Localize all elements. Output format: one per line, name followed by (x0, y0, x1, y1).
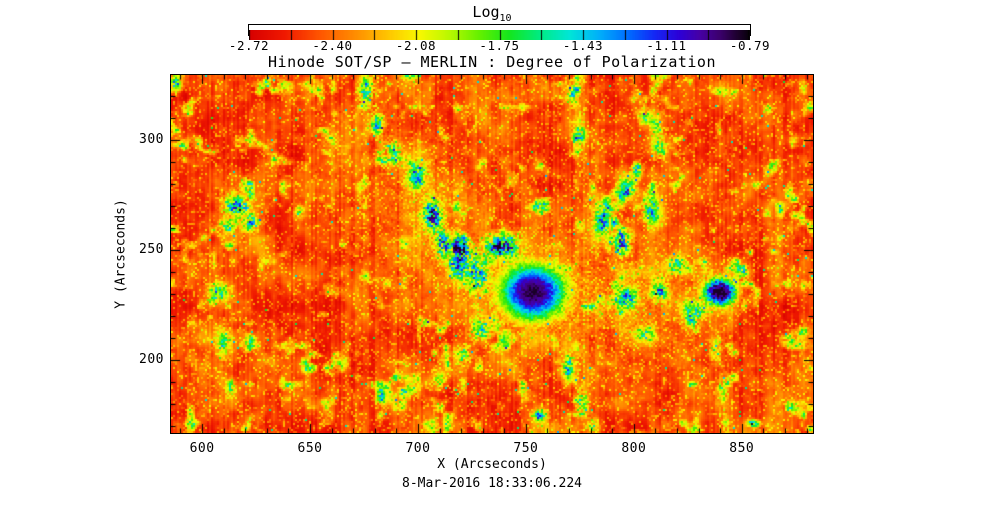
plot-area (170, 74, 814, 434)
x-tick-label: 700 (405, 441, 431, 456)
x-tick-label: 600 (189, 441, 215, 456)
x-tick-label: 650 (297, 441, 323, 456)
colorbar-tick-label: -0.79 (729, 38, 771, 53)
colorbar-title-text: Log (472, 3, 500, 21)
colorbar-tick-label: -1.75 (479, 38, 520, 53)
colorbar-tick-label: -2.08 (395, 38, 437, 53)
colorbar (248, 24, 751, 40)
x-tick-label: 800 (621, 441, 647, 456)
colorbar-tick-label: -1.43 (562, 38, 604, 53)
colorbar-gradient (249, 30, 750, 40)
colorbar-tick-labels: -2.72 -2.40 -2.08 -1.75 -1.43 -1.11 -0.79 (229, 38, 770, 53)
x-axis-label: X (Arcseconds) (437, 457, 547, 472)
colorbar-tick-label: -1.11 (646, 38, 687, 53)
y-tick-label: 300 (139, 131, 164, 147)
x-tick-label: 850 (729, 441, 755, 456)
polarization-heatmap (171, 75, 813, 433)
observation-timestamp: 8-Mar-2016 18:33:06.224 (401, 476, 583, 491)
colorbar-title-subscript: 10 (499, 13, 512, 24)
x-tick-label: 750 (513, 441, 539, 456)
colorbar-tick-label: -2.72 (228, 38, 270, 53)
y-tick-label: 200 (139, 352, 164, 368)
colorbar-title: Log10 (472, 3, 512, 24)
colorbar-tick-label: -2.40 (312, 38, 353, 53)
y-tick-label: 250 (139, 242, 164, 258)
plot-title: Hinode SOT/SP – MERLIN : Degree of Polar… (268, 53, 716, 71)
